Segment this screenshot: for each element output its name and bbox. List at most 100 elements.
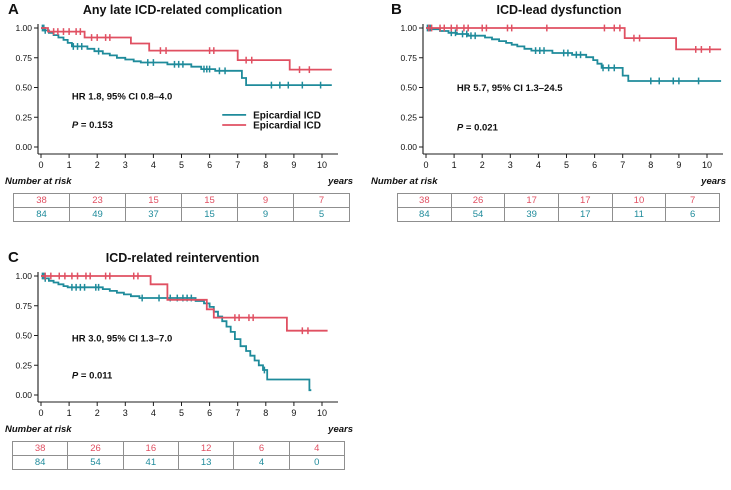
years-label: years [701,176,726,187]
x-tick-label: 2 [95,160,100,170]
panel-B-title: ICD-lead dysfunction [496,3,622,17]
number-at-risk-label: Number at risk [371,176,438,187]
x-tick-label: 8 [263,160,268,170]
x-tick-label: 6 [592,160,597,170]
risk-count: 16 [122,441,179,456]
x-tick-label: 3 [123,160,128,170]
risk-count: 17 [504,193,559,208]
number-at-risk-table-B: 38 26 17 17 10 7 84 54 39 17 11 6 [397,193,720,222]
risk-count: 54 [450,207,506,222]
x-tick-label: 10 [702,160,712,170]
x-tick-label: 10 [317,408,327,418]
risk-count: 38 [11,441,69,456]
y-tick-label: 0.50 [15,83,32,93]
risk-count: 39 [504,207,559,222]
x-tick-label: 9 [676,160,681,170]
risk-count: 38 [397,193,452,208]
y-tick-label: 1.00 [400,23,417,33]
risk-count: 17 [557,193,613,208]
hr-annotation: HR 5.7, 95% CI 1.3–24.5 [457,83,563,94]
p-annotation: P = 0.021 [457,122,499,133]
panel-A: A Any late ICD-related complication 0.00… [0,0,365,222]
risk-header-B: Number at risk years [365,176,731,187]
x-tick-label: 7 [620,160,625,170]
hr-annotation: HR 1.8, 95% CI 0.8–4.0 [72,91,172,102]
x-tick-label: 4 [151,160,156,170]
risk-count: 6 [665,207,720,222]
x-tick-label: 5 [179,160,184,170]
km-curve-teal [426,27,722,82]
legend-label-red: Epicardial ICD [253,120,321,131]
risk-count: 13 [177,455,235,470]
risk-count: 15 [181,207,238,222]
y-tick-label: 0.50 [15,331,32,341]
x-tick-label: 4 [536,160,541,170]
y-tick-label: 0.25 [15,360,32,370]
panel-label-A: A [8,1,19,18]
x-tick-label: 1 [452,160,457,170]
x-tick-label: 7 [235,408,240,418]
risk-count: 84 [13,207,70,222]
p-annotation: P = 0.011 [72,370,113,381]
x-tick-label: 1 [67,160,72,170]
km-plot-A: 0.00 0.25 0.50 0.75 1.00 0 1 2 3 4 5 6 7 8 9 10 HR 1.8, … [15,23,338,170]
risk-count: 9 [237,193,294,208]
x-tick-label: 8 [263,408,268,418]
risk-count: 15 [125,193,182,208]
number-at-risk-table-C: 38 26 16 12 6 4 84 54 41 13 4 0 [11,441,346,470]
y-tick-label: 0.75 [15,53,32,63]
x-tick-label: 2 [95,408,100,418]
hr-annotation: HR 3.0, 95% CI 1.3–7.0 [72,333,172,344]
number-at-risk-table-A: 38 23 15 15 9 7 84 49 37 15 9 5 [13,193,350,222]
km-plot-C: 0.00 0.25 0.50 0.75 1.00 0 1 2 3 4 5 6 7 8 9 10 HR 3.0, … [15,271,338,418]
y-tick-label: 0.75 [400,53,417,63]
risk-count: 54 [67,455,124,470]
x-tick-label: 5 [179,408,184,418]
x-tick-label: 0 [38,408,43,418]
risk-row-red: 38 23 15 15 9 7 [13,193,350,208]
panel-label-C: C [8,249,19,266]
risk-count: 84 [397,207,452,222]
x-tick-label: 0 [38,160,43,170]
y-tick-label: 0.25 [15,112,32,122]
km-curve-teal [41,275,312,392]
panel-B-header: B ICD-lead dysfunction [365,0,731,20]
risk-count: 4 [233,455,290,470]
p-annotation: P = 0.153 [72,120,113,131]
risk-count: 5 [293,207,350,222]
panel-C-header: C ICD-related reintervention [0,248,365,268]
risk-count: 7 [293,193,350,208]
years-label: years [328,176,353,187]
x-tick-label: 6 [207,160,212,170]
risk-row-teal: 84 49 37 15 9 5 [13,207,350,222]
y-tick-label: 0.75 [15,301,32,311]
y-tick-label: 0.00 [15,142,32,152]
risk-count: 10 [611,193,667,208]
x-tick-label: 4 [151,408,156,418]
panel-label-B: B [391,1,402,18]
y-tick-label: 0.25 [400,112,417,122]
y-tick-label: 0.00 [15,390,32,400]
risk-count: 23 [69,193,126,208]
risk-row-red: 38 26 17 17 10 7 [397,193,720,208]
x-tick-label: 10 [317,160,327,170]
x-tick-label: 0 [423,160,428,170]
panel-C-title: ICD-related reintervention [105,251,260,265]
risk-row-teal: 84 54 39 17 11 6 [397,207,720,222]
panel-B: B ICD-lead dysfunction 0.00 0.25 0.50 0.75 1… [365,0,731,222]
risk-count: 37 [125,207,182,222]
risk-count: 41 [122,455,179,470]
risk-count: 15 [181,193,238,208]
km-curve-red [41,275,328,332]
risk-count: 9 [237,207,294,222]
x-tick-label: 8 [648,160,653,170]
km-plot-B: 0.00 0.25 0.50 0.75 1.00 0 1 2 3 4 5 6 7 8 9 10 HR 5.7, … [400,23,723,170]
risk-count: 0 [288,455,346,470]
risk-header-C: Number at risk years [0,424,365,435]
x-tick-label: 1 [67,408,72,418]
risk-count: 12 [177,441,235,456]
x-tick-label: 7 [235,160,240,170]
km-curve-red [426,27,722,51]
risk-count: 6 [233,441,290,456]
